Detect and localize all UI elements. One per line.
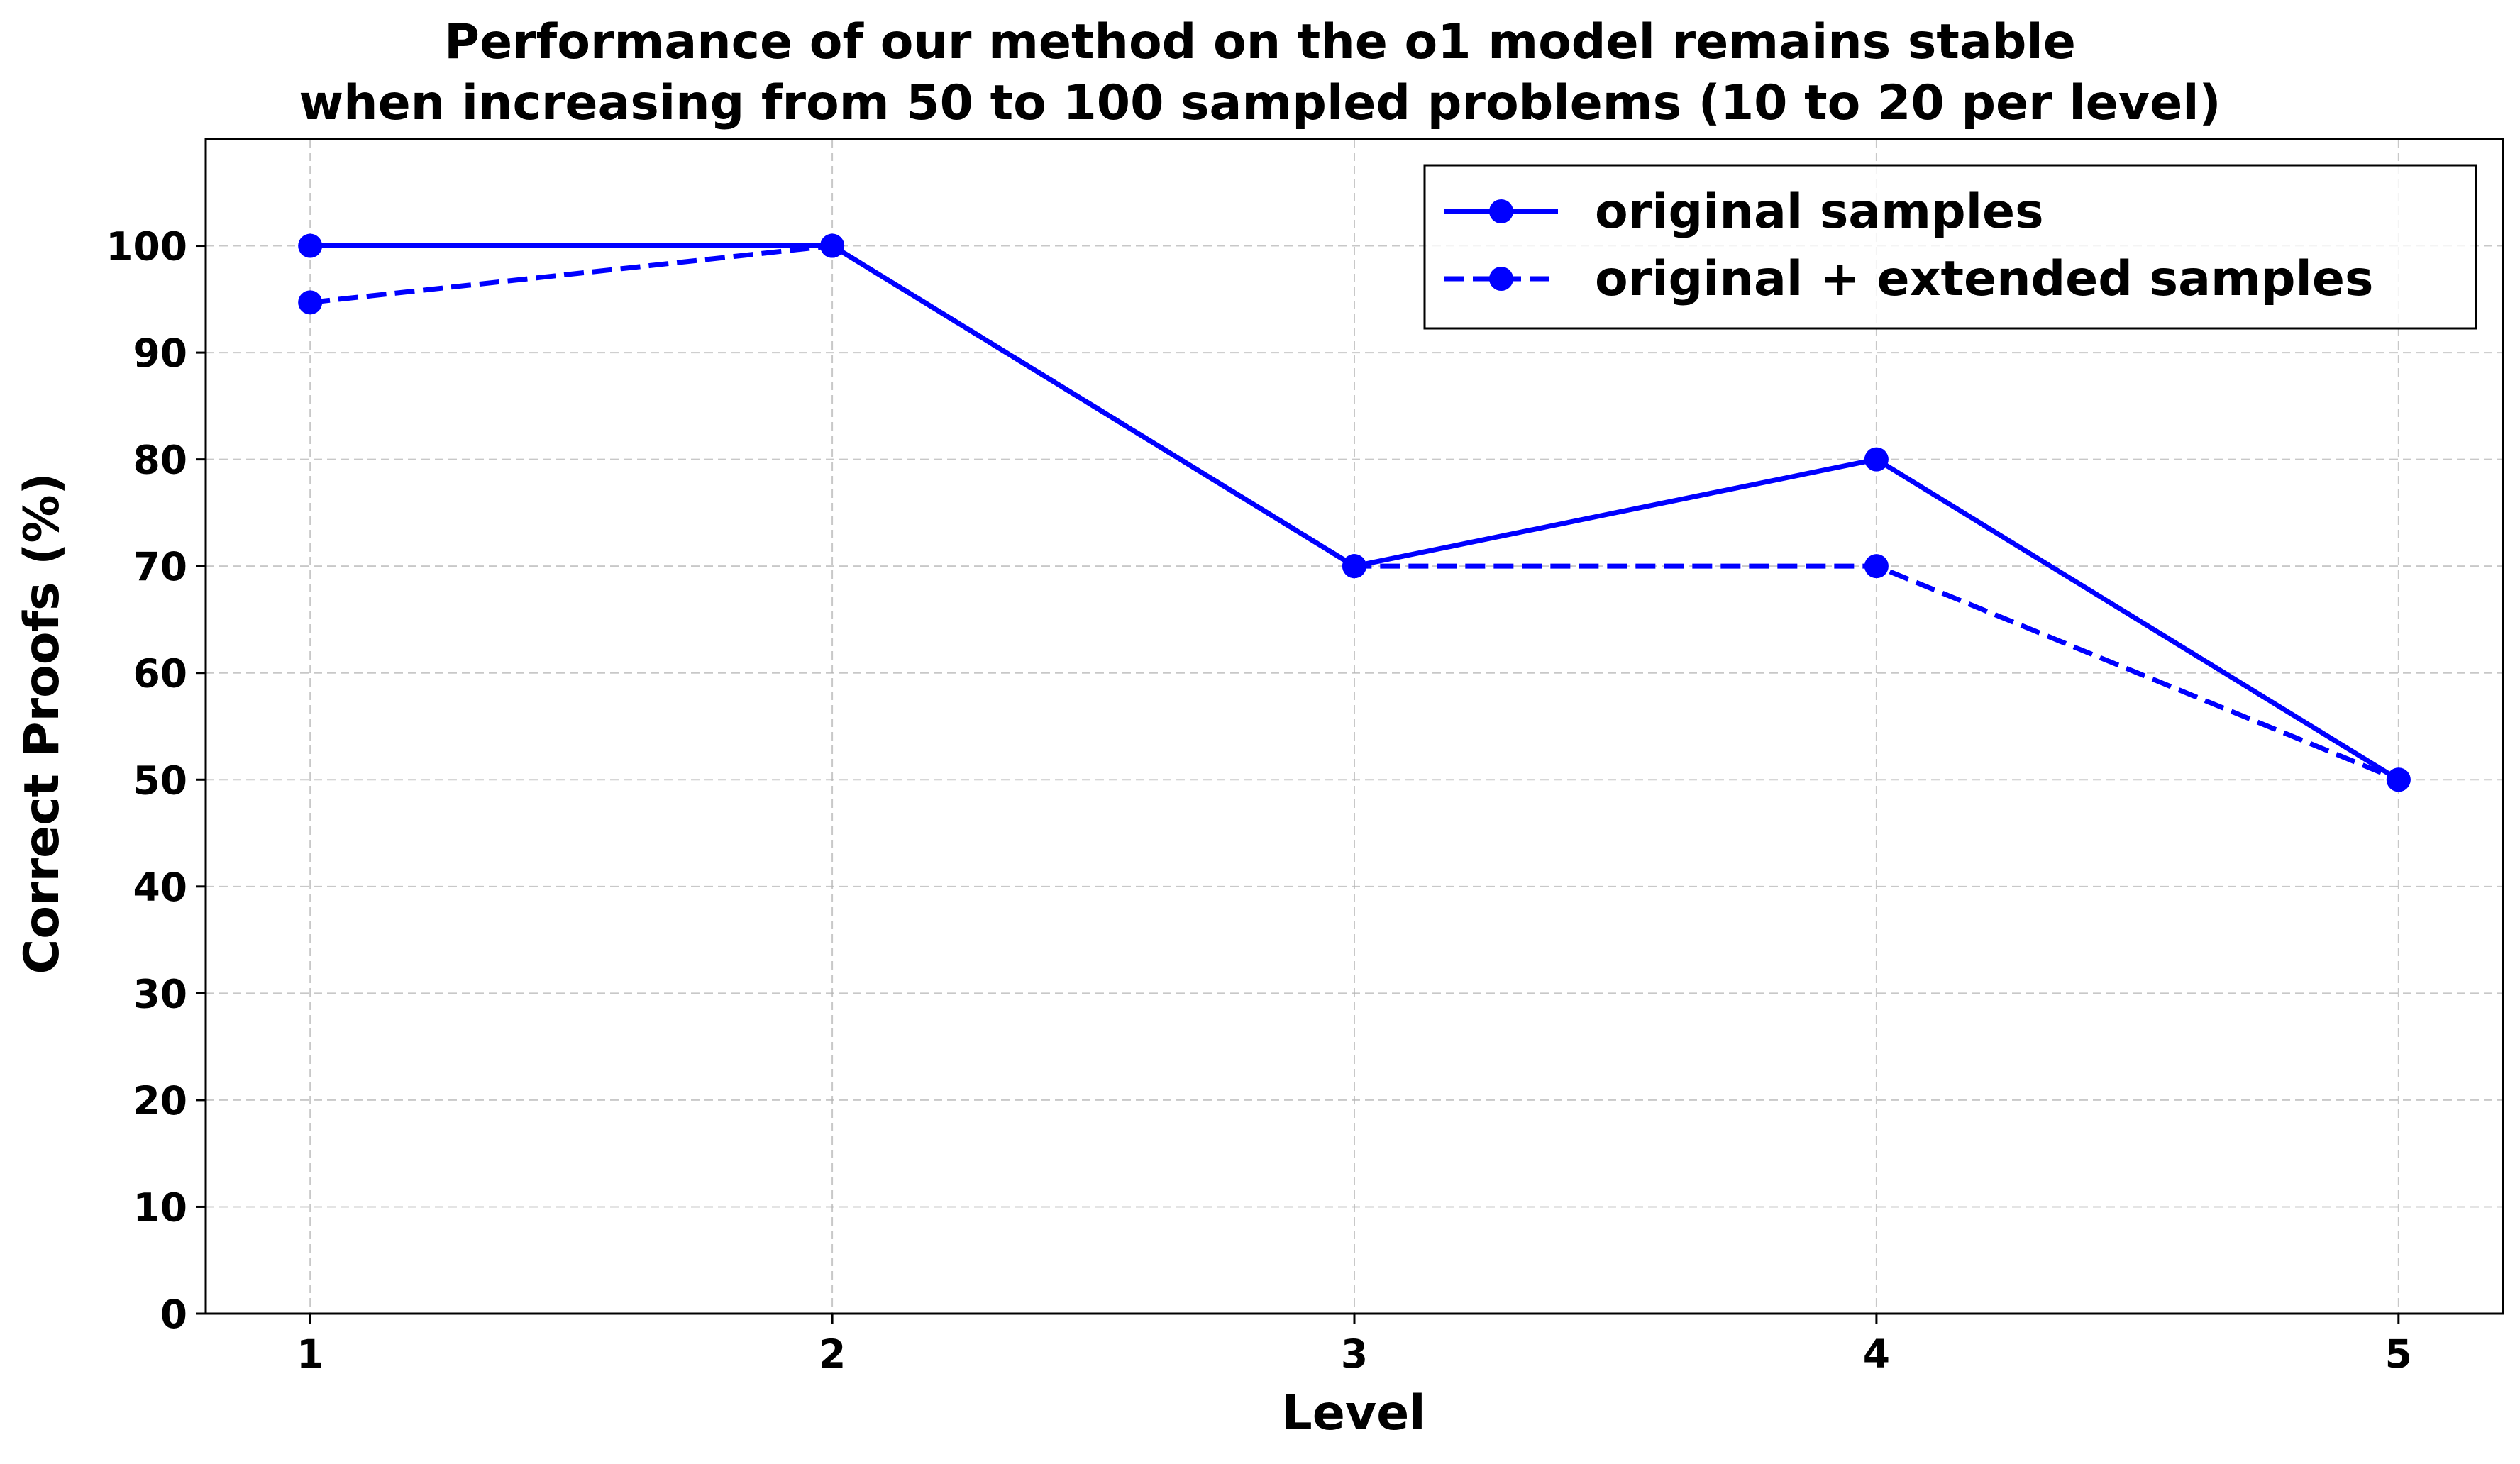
- y-tick-label: 100: [106, 224, 187, 270]
- data-point: [1864, 447, 1889, 472]
- y-tick-label: 70: [133, 544, 187, 589]
- y-axis-label: Correct Proofs (%): [14, 472, 70, 974]
- series-group: [298, 233, 2411, 792]
- y-tick-label: 80: [133, 438, 187, 483]
- data-point: [2386, 767, 2411, 792]
- x-tick-label: 4: [1863, 1331, 1890, 1377]
- chart-title-line-1: Performance of our method on the o1 mode…: [444, 14, 2076, 70]
- x-tick-label: 1: [297, 1331, 324, 1377]
- data-point: [820, 233, 845, 258]
- y-tick-label: 10: [133, 1185, 187, 1230]
- series-original-samples: [298, 233, 2411, 792]
- y-tick-label: 20: [133, 1078, 187, 1124]
- x-tick-label: 2: [819, 1331, 846, 1377]
- y-axis-ticks: 0 10 20 30 40 50 60 70 80 90 100: [106, 224, 206, 1337]
- x-axis-label: Level: [1281, 1385, 1425, 1441]
- y-tick-label: 0: [160, 1292, 187, 1337]
- y-tick-label: 40: [133, 865, 187, 910]
- y-tick-label: 60: [133, 651, 187, 697]
- legend-label-extended-samples: original + extended samples: [1595, 251, 2373, 307]
- data-point: [1864, 554, 1889, 579]
- data-point: [1342, 554, 1366, 579]
- legend-marker-original-samples: [1489, 199, 1513, 223]
- legend-box: [1423, 164, 2477, 330]
- legend: original samples original + extended sam…: [1423, 164, 2477, 330]
- legend-label-original-samples: original samples: [1595, 184, 2044, 240]
- data-point: [298, 290, 323, 315]
- data-point: [298, 233, 323, 258]
- chart-title-line-2: when increasing from 50 to 100 sampled p…: [299, 75, 2221, 131]
- y-tick-label: 50: [133, 758, 187, 803]
- y-tick-label: 90: [133, 331, 187, 376]
- legend-marker-extended-samples: [1489, 267, 1513, 291]
- x-axis-ticks: 1 2 3 4 5: [297, 1314, 2412, 1377]
- x-tick-label: 3: [1341, 1331, 1368, 1377]
- x-tick-label: 5: [2385, 1331, 2412, 1377]
- y-tick-label: 30: [133, 971, 187, 1016]
